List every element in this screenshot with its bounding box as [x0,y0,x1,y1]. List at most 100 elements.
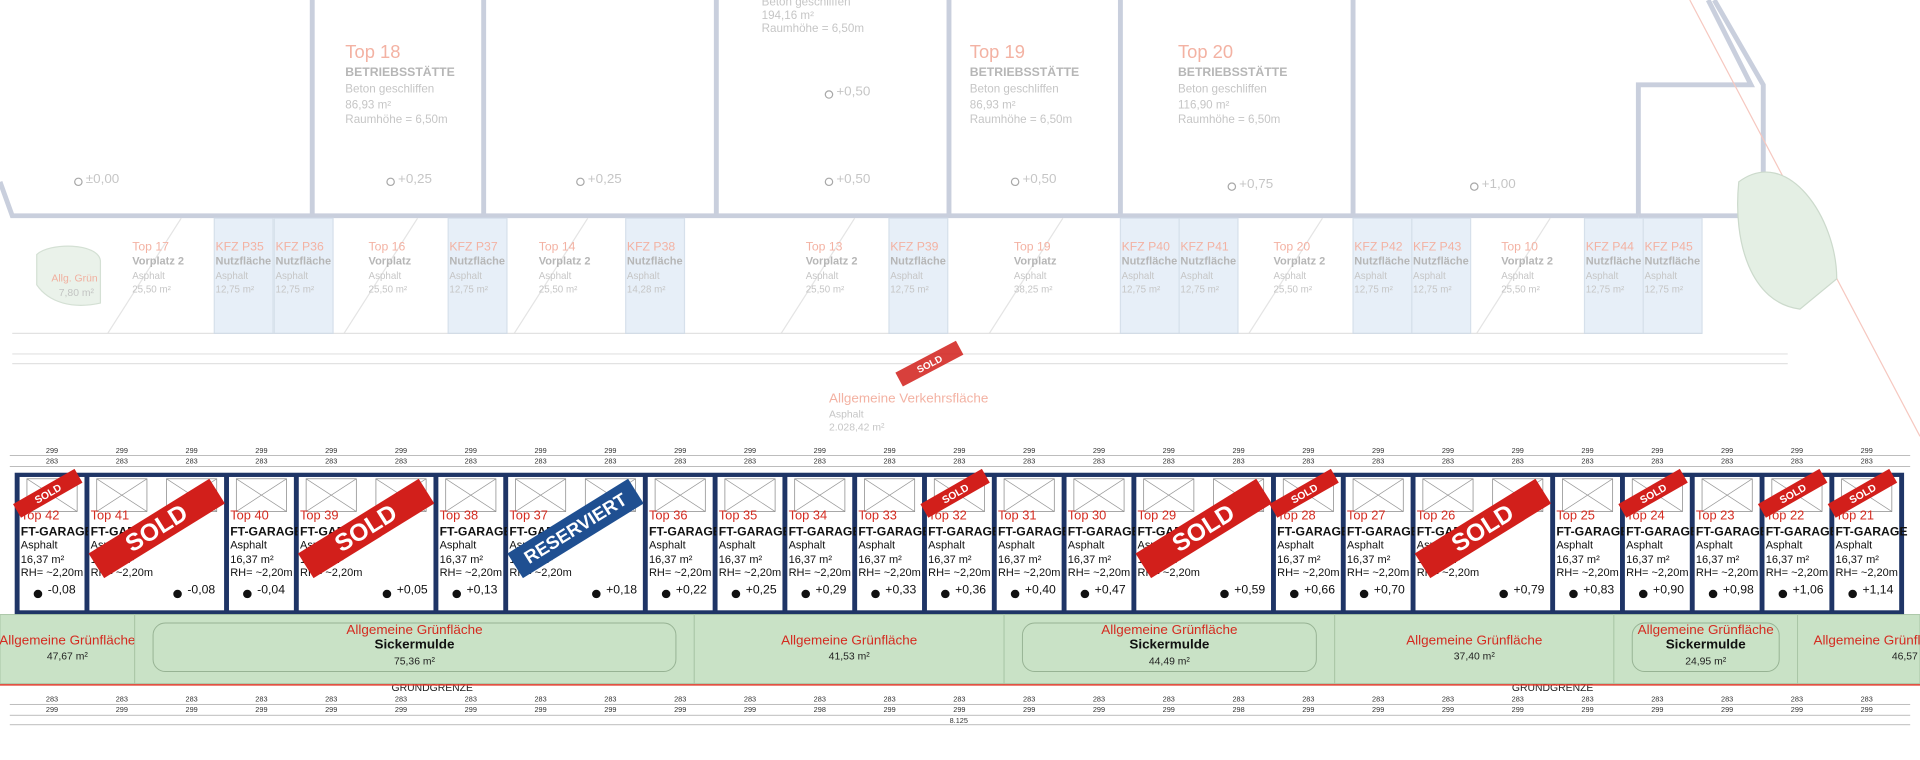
parking-bay [625,217,686,334]
garage-level: +1,06 [1793,583,1824,597]
dimension-total: 8.125 [950,716,968,725]
garage-type: FT-GARAGE [928,524,1000,538]
garage-surface: Asphalt [1277,539,1314,551]
forecourt-label: Top 16 [369,240,406,254]
unit-label: Top 20 [1178,41,1233,62]
garage-level: -0,08 [48,583,76,597]
garage-level: +0,59 [1234,583,1265,597]
garage [786,475,854,612]
level-label: +0,25 [398,171,432,186]
unit-label: Top 18 [345,41,400,62]
garage-height: RH= ~2,20m [21,567,83,579]
dimension-label: 299 [1442,705,1454,714]
forecourt-use: Vorplatz 2 [132,256,184,268]
unit-area: 194,16 m² [762,10,814,22]
dimension-label: 299 [953,446,965,455]
garage-level: +0,36 [955,583,986,597]
dimension-label: 299 [604,705,616,714]
door-cross [236,478,287,512]
unit-floor: Beton geschliffen [762,0,851,8]
forecourt-divider [1476,217,1551,334]
garage-type: FT-GARAGE [858,524,930,538]
garage-level: +0,05 [397,583,428,597]
dimension-label: 283 [953,694,965,703]
garage-type: FT-GARAGE [789,524,861,538]
boundary-label: GRUNDGRENZE [1512,683,1594,694]
level-marker [1470,182,1479,191]
dimension-label: 299 [116,705,128,714]
door-cross [654,478,706,512]
dimension-label: 283 [1372,694,1384,703]
dimension-label: 299 [1302,705,1314,714]
garage-area: 16,37 m² [1696,554,1740,566]
garage-height: RH= ~2,20m [1138,567,1200,579]
dimension-label: 299 [1442,446,1454,455]
forecourt-use: Nutzfläche [627,256,683,268]
dimension-label: 299 [1861,705,1873,714]
dimension-label: 298 [814,705,826,714]
forecourt-divider [513,217,589,334]
level-marker [824,177,834,187]
forecourt-label: Top 20 [1273,240,1310,254]
door-cross [1352,478,1404,512]
garage-surface: Asphalt [21,539,58,551]
forecourt-surface: Asphalt [1354,271,1387,282]
garage-label: Top 39 [300,508,339,523]
garage-type: FT-GARAGE [230,524,302,538]
garage-level: +0,79 [1513,583,1544,597]
forecourt-label: Top 14 [539,240,576,254]
garage-type: FT-GARAGE [440,524,512,538]
garage-area: 16,37 m² [1836,554,1880,566]
swale-outline [1631,622,1780,672]
garage-type: FT-GARAGE [649,524,721,538]
forecourt-label: KFZ P40 [1122,240,1171,254]
garage-height: RH= ~2,20m [719,567,781,579]
forecourt-area: 12,75 m² [1354,284,1393,295]
dimension-label: 283 [1093,694,1105,703]
garage-level: +0,66 [1304,583,1335,597]
garage-height: RH= ~2,20m [1277,567,1339,579]
forecourt-area: 12,75 m² [276,284,315,295]
swale-outline [1021,622,1317,672]
level-marker [74,177,83,187]
dimension-label: 283 [186,457,198,466]
green-size: 41,53 m² [829,652,871,663]
garage-surface: Asphalt [1068,539,1105,551]
dimension-label: 283 [325,694,337,703]
dimension-label: 283 [744,457,756,466]
dimension-label: 283 [395,694,407,703]
door-box [724,478,776,512]
dimension-label: 299 [1232,446,1244,455]
garage-level: +0,90 [1653,583,1684,597]
door-cross [1003,478,1055,512]
dimension-label: 283 [46,457,58,466]
forecourt-area: 38,25 m² [1014,284,1053,295]
garage-level: +0,29 [816,583,847,597]
dimension-label: 299 [674,446,686,455]
forecourt-surface: Asphalt [890,271,923,282]
garage [1693,475,1761,612]
dimension-label: 283 [46,694,58,703]
level-marker [1708,589,1718,599]
garage [437,475,505,612]
door-cross [1143,478,1195,512]
traffic-surface: Asphalt [829,409,864,420]
dimension-label: 283 [1302,457,1314,466]
dimension-label: 283 [1023,694,1035,703]
dimension-label: 299 [1302,446,1314,455]
level-marker [386,177,395,187]
garage-label: Top 26 [1417,508,1456,523]
forecourt-surface: Asphalt [1122,271,1155,282]
level-marker [731,589,741,599]
garage-label: Top 41 [91,508,130,523]
dimension-label: 283 [116,694,128,703]
garage-label: Top 40 [230,508,269,523]
green-name: Allgemeine Grünfläche [781,633,917,648]
garage-height: RH= ~2,20m [230,567,292,579]
level-marker [661,589,671,599]
green-patch [1737,171,1838,310]
garage-level: +0,25 [746,583,777,597]
stamp-band [1135,478,1272,579]
dimension-label: 299 [1372,446,1384,455]
